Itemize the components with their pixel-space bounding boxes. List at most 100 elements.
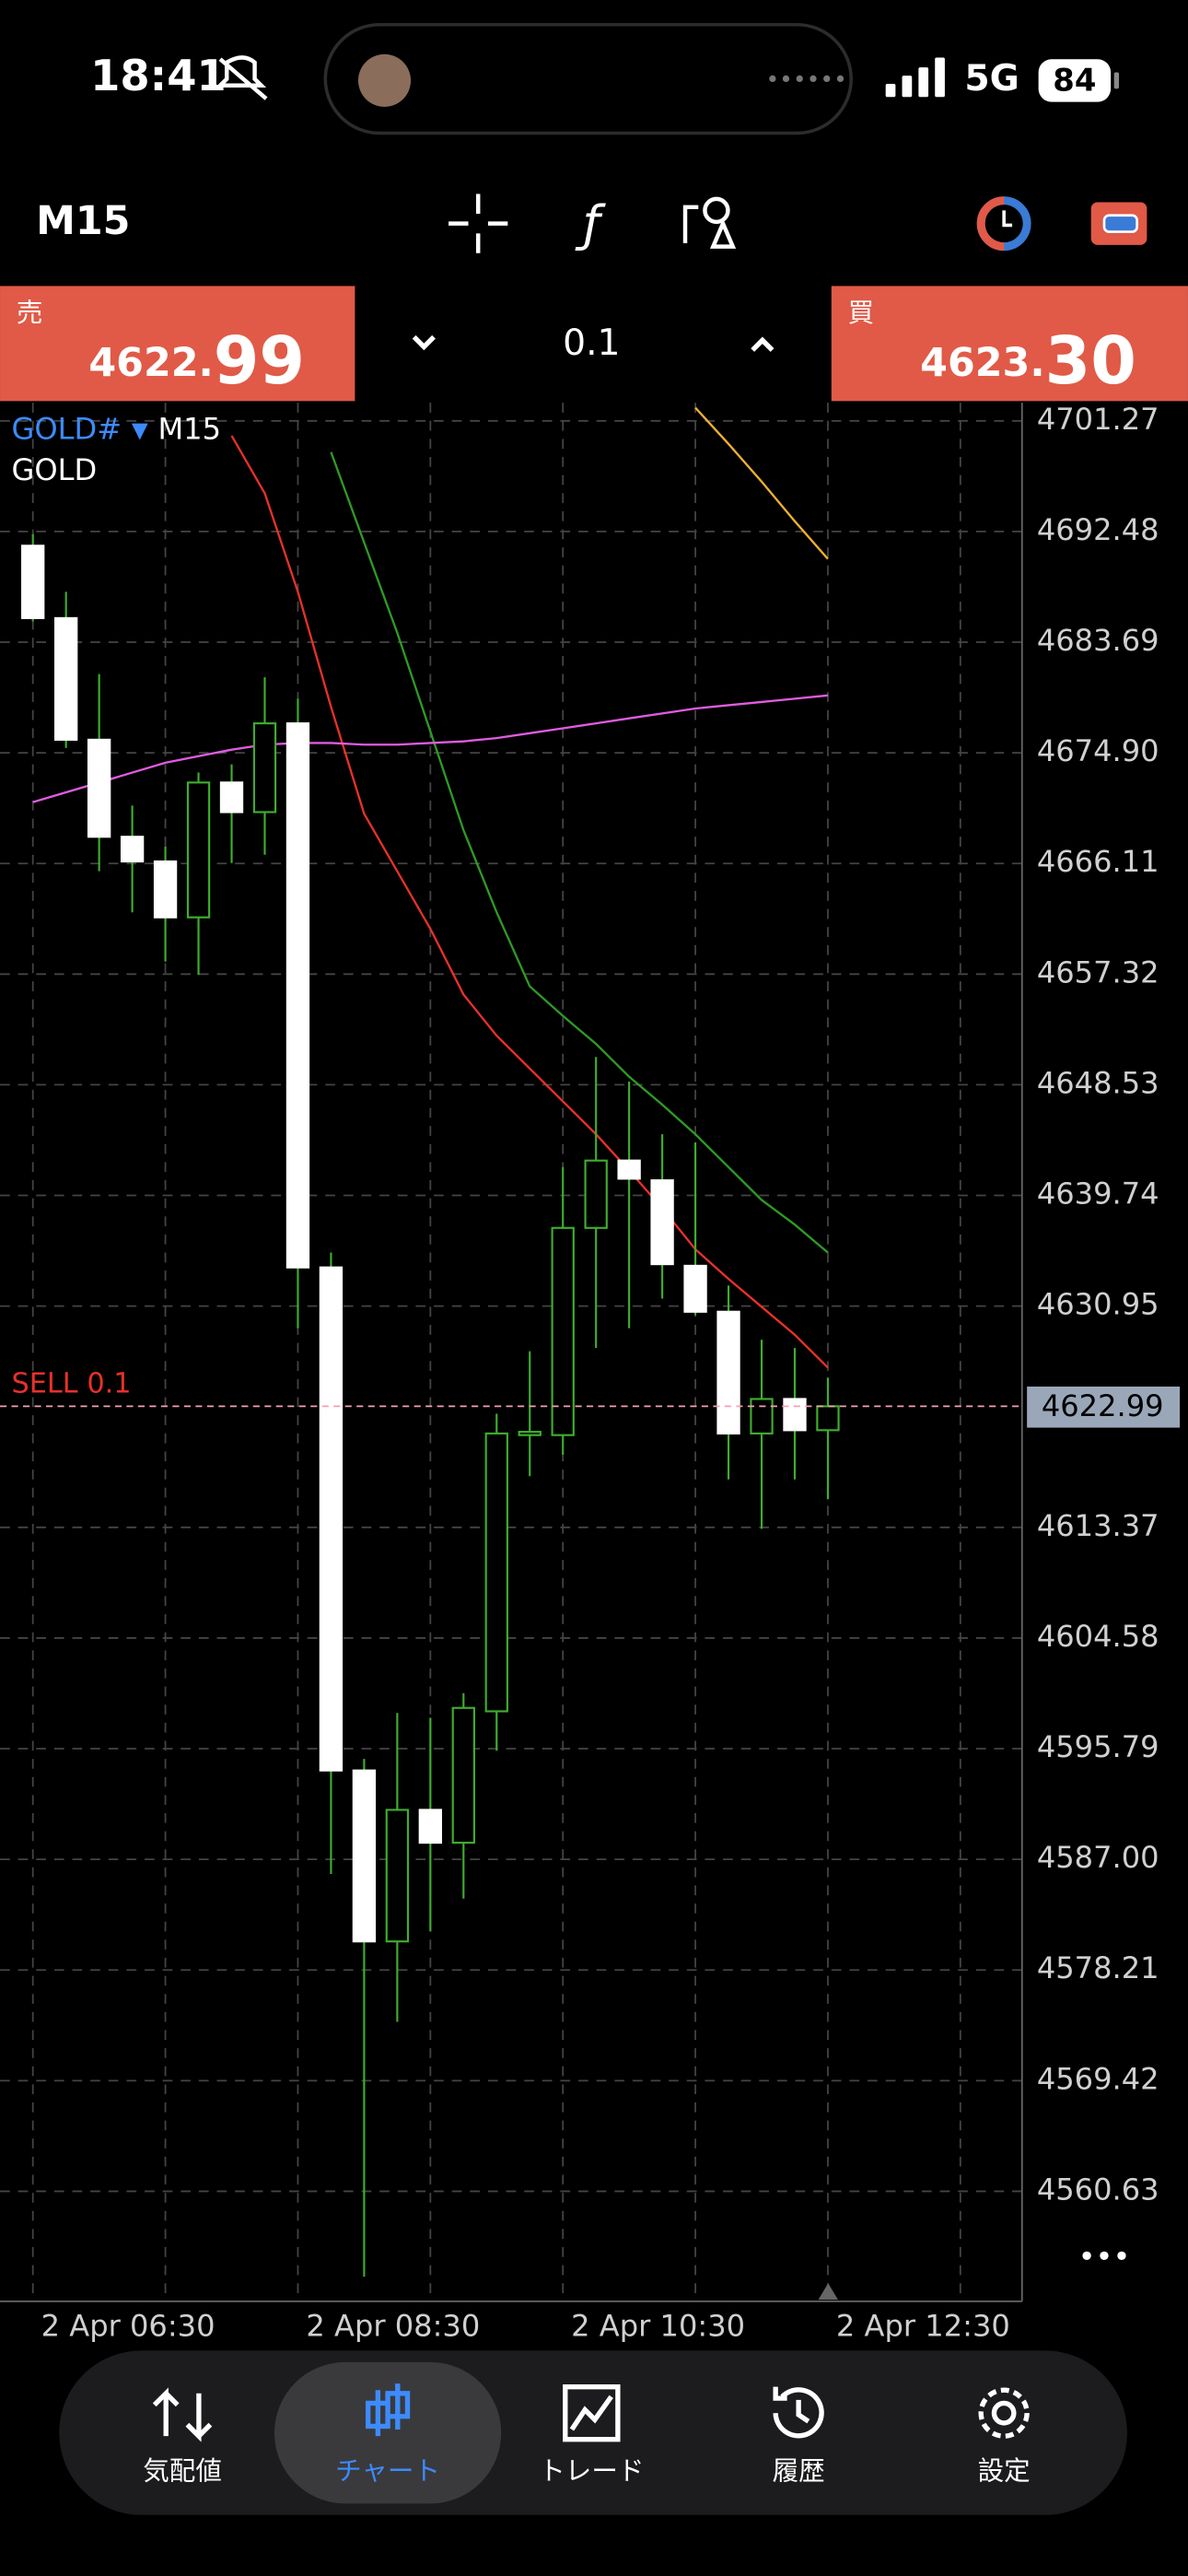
candle-body bbox=[385, 1809, 410, 1943]
indicator-line bbox=[694, 406, 829, 560]
chart: 4701.27 4692.48 4683.69 4674.90 4666.11 4657.… bbox=[0, 402, 1181, 2343]
y-tick-label: 4666.11 bbox=[1037, 844, 1159, 879]
candle-body bbox=[716, 1310, 740, 1434]
candle-body bbox=[418, 1809, 442, 1844]
sell-label: 売 bbox=[17, 298, 43, 328]
mute-icon bbox=[215, 55, 268, 100]
x-tick-label: 2 Apr 10:30 bbox=[571, 2308, 745, 2343]
candle-body bbox=[153, 860, 178, 919]
indicator-line bbox=[330, 451, 829, 1254]
battery-level: 84 bbox=[1053, 63, 1096, 99]
quotes-icon[interactable] bbox=[152, 2387, 213, 2442]
chart-timeframe: M15 bbox=[157, 411, 221, 446]
candle-body bbox=[683, 1264, 707, 1313]
y-tick-label: 4683.69 bbox=[1037, 623, 1159, 658]
indicator-line bbox=[32, 694, 829, 803]
buy-button[interactable] bbox=[831, 286, 1188, 402]
active-tab-background bbox=[274, 2361, 502, 2504]
trade-button[interactable] bbox=[1090, 202, 1147, 245]
settings-icon[interactable] bbox=[991, 2400, 1017, 2426]
candle-body bbox=[783, 1398, 807, 1432]
y-tick-label: 4569.42 bbox=[1037, 2061, 1159, 2096]
crosshair-button[interactable] bbox=[448, 193, 508, 253]
candle-body bbox=[352, 1769, 377, 1943]
settings-icon-gear[interactable] bbox=[978, 2387, 1030, 2439]
y-tick-label: 4560.63 bbox=[1037, 2172, 1159, 2207]
bid-label-box bbox=[1027, 1386, 1181, 1428]
candle-body bbox=[54, 616, 78, 741]
sell-price-big: 99 bbox=[214, 322, 305, 399]
dynamic-island bbox=[323, 22, 854, 135]
battery bbox=[1038, 59, 1112, 102]
dots: •••••• bbox=[765, 65, 846, 92]
candle-body bbox=[451, 1706, 475, 1844]
tab-label: トレード bbox=[539, 2455, 644, 2486]
indicator-line bbox=[230, 435, 829, 1369]
symbol-description: GOLD bbox=[12, 452, 98, 487]
candle-body bbox=[186, 781, 211, 919]
avatar bbox=[357, 53, 412, 107]
y-tick-label: 4692.48 bbox=[1037, 512, 1159, 547]
candle-body bbox=[285, 722, 310, 1269]
order-label: SELL 0.1 bbox=[12, 1368, 132, 1400]
y-tick-label: 4630.95 bbox=[1037, 1287, 1159, 1322]
candle-body bbox=[219, 781, 244, 814]
history-icon[interactable] bbox=[773, 2386, 824, 2439]
candle-body bbox=[252, 722, 277, 814]
y-tick-label: 4648.53 bbox=[1037, 1065, 1159, 1100]
buy-price-big: 30 bbox=[1045, 322, 1136, 399]
buy-label: 買 bbox=[848, 298, 875, 328]
candle-body bbox=[750, 1398, 774, 1434]
symbol: GOLD# bbox=[12, 411, 122, 446]
candle-body bbox=[87, 738, 111, 838]
tab-label: 設定 bbox=[978, 2455, 1031, 2486]
y-tick-label: 4595.79 bbox=[1037, 1729, 1159, 1764]
y-tick-label: 4578.21 bbox=[1037, 1950, 1159, 1985]
objects-button[interactable] bbox=[682, 196, 737, 249]
tab-label: チャート bbox=[335, 2455, 440, 2486]
volume-down[interactable] bbox=[412, 334, 436, 351]
x-tick-label: 2 Apr 08:30 bbox=[306, 2308, 480, 2343]
y-tick-label: 4701.27 bbox=[1037, 402, 1159, 437]
volume[interactable]: 0.1 bbox=[563, 322, 620, 364]
candle-body bbox=[21, 544, 45, 619]
sell-button[interactable] bbox=[0, 286, 355, 402]
trade-icon[interactable] bbox=[563, 2383, 621, 2442]
y-tick-label: 4587.00 bbox=[1037, 1840, 1159, 1875]
network: 5G bbox=[964, 58, 1019, 100]
candle-body bbox=[617, 1159, 641, 1180]
candle-body bbox=[816, 1405, 840, 1432]
volume-up[interactable] bbox=[751, 336, 775, 352]
symbol-header[interactable]: GOLD# ▼ M15 bbox=[12, 411, 222, 446]
timeframe-button[interactable]: M15 bbox=[36, 198, 130, 244]
y-tick-label: 4604.58 bbox=[1037, 1619, 1159, 1654]
bid-label: 4622.99 bbox=[1042, 1388, 1164, 1423]
plot-area bbox=[21, 406, 840, 2277]
x-tick-label: 2 Apr 12:30 bbox=[836, 2308, 1010, 2343]
buy-price-main: 4623. bbox=[920, 340, 1044, 386]
signal-icon bbox=[885, 57, 945, 98]
battery-tip bbox=[1113, 72, 1120, 89]
y-tick-label: 4639.74 bbox=[1037, 1177, 1159, 1212]
sell-price-main: 4622. bbox=[88, 340, 213, 386]
tab-label: 履歴 bbox=[773, 2455, 825, 2486]
clock: 18:41 bbox=[90, 51, 227, 100]
x-tick-label: 2 Apr 06:30 bbox=[41, 2308, 215, 2343]
candle-body bbox=[551, 1226, 575, 1436]
y-tick-label: 4657.32 bbox=[1037, 954, 1159, 989]
y-tick-label: 4674.90 bbox=[1037, 733, 1159, 768]
candle-body bbox=[650, 1179, 674, 1266]
buy-price: 4623.30 bbox=[920, 322, 1136, 399]
more-button[interactable]: ••• bbox=[1078, 2239, 1131, 2274]
candle-body bbox=[518, 1431, 542, 1436]
shift-marker bbox=[818, 2283, 838, 2301]
clock-button[interactable] bbox=[976, 196, 1031, 252]
y-tick-label: 4613.37 bbox=[1037, 1508, 1159, 1543]
candle-body bbox=[584, 1159, 608, 1229]
tab-bar bbox=[59, 2350, 1127, 2515]
tab-label: 気配値 bbox=[143, 2455, 222, 2486]
chart-icon[interactable] bbox=[365, 2383, 411, 2437]
candle-body bbox=[120, 836, 145, 863]
